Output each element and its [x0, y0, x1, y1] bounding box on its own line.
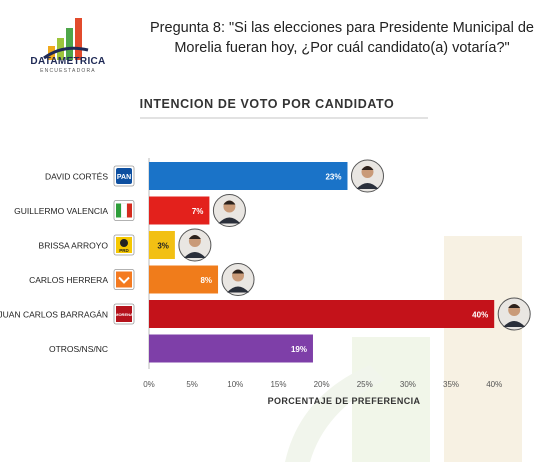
background-band-green: [352, 337, 430, 462]
question-line-2: Morelia fueran hoy, ¿Por cuál candidato(…: [174, 40, 510, 56]
datametrica-logo: [43, 18, 89, 60]
pri-stripe-red: [127, 203, 132, 218]
question-line-1: Pregunta 8: "Si las elecciones para Pres…: [150, 20, 534, 36]
morena-logo-fill: [116, 306, 132, 322]
bar-4: [149, 265, 219, 294]
logo-bar-4: [75, 18, 82, 60]
mc-logo-fill: [116, 271, 132, 288]
avatar-body-1: [356, 183, 379, 189]
category-label-1: DAVID CORTÉS: [45, 172, 108, 182]
data-label-3: 3%: [157, 242, 169, 251]
category-label-2: GUILLERMO VALENCIA: [14, 206, 108, 216]
bar-1: [149, 162, 348, 190]
avatar-body-2: [218, 217, 241, 224]
pan-logo-text: PAN: [117, 174, 131, 181]
avatar-body-3: [183, 252, 206, 258]
avatar-hair-3: [188, 235, 201, 239]
avatar-hair-5: [508, 304, 521, 308]
survey-question: Pregunta 8: "Si las elecciones para Pres…: [150, 18, 534, 58]
brand-name: DATAMETRICA: [30, 56, 106, 67]
avatar-hair-4: [232, 269, 245, 274]
logo-swoosh: [43, 46, 89, 60]
bar-2: [149, 196, 210, 225]
x-tick-label-4: 15%: [270, 380, 286, 389]
category-label-4: CARLOS HERRERA: [29, 275, 108, 285]
pri-stripe-green: [116, 203, 121, 218]
avatar-body-4: [227, 286, 250, 293]
avatar-hair-2: [223, 200, 236, 205]
x-tick-label-7: 30%: [400, 380, 416, 389]
logo-bar-3: [66, 28, 73, 60]
x-tick-label-5: 20%: [314, 380, 330, 389]
x-tick-label-2: 5%: [186, 380, 198, 389]
pri-stripe-white: [121, 203, 127, 218]
x-axis-title: PORCENTAJE DE PREFERENCIA: [268, 396, 421, 406]
x-tick-label-1: 0%: [143, 380, 155, 389]
background-swoosh: [285, 365, 385, 462]
x-tick-label-8: 35%: [443, 380, 459, 389]
prd-sun: [120, 239, 128, 247]
brand-subtitle: ENCUESTADORA: [40, 68, 96, 74]
x-tick-label-6: 25%: [357, 380, 373, 389]
data-label-5: 40%: [472, 311, 488, 320]
category-label-6: OTROS/NS/NC: [49, 344, 108, 354]
mc-eagle: [118, 276, 130, 284]
category-label-5: JUAN CARLOS BARRAGÁN: [0, 310, 108, 320]
data-label-6: 19%: [291, 345, 307, 354]
background-band-beige: [444, 236, 522, 462]
x-tick-label-9: 40%: [486, 380, 502, 389]
pan-logo-fill: [116, 168, 132, 184]
data-label-4: 8%: [200, 276, 212, 285]
morena-logo-text: MORENA: [115, 312, 133, 317]
avatar-body-5: [503, 321, 526, 327]
category-label-3: BRISSA ARROYO: [39, 241, 109, 251]
bar-5: [149, 300, 495, 328]
prd-logo-text: PRD: [119, 248, 129, 253]
avatar-hair-1: [361, 166, 374, 170]
data-label-1: 23%: [325, 173, 341, 182]
data-label-2: 7%: [192, 207, 204, 216]
title-underline: [140, 117, 428, 119]
bar-6: [149, 334, 313, 363]
chart-title: INTENCION DE VOTO POR CANDIDATO: [139, 97, 395, 111]
x-tick-label-3: 10%: [227, 380, 243, 389]
bar-3: [149, 231, 175, 259]
